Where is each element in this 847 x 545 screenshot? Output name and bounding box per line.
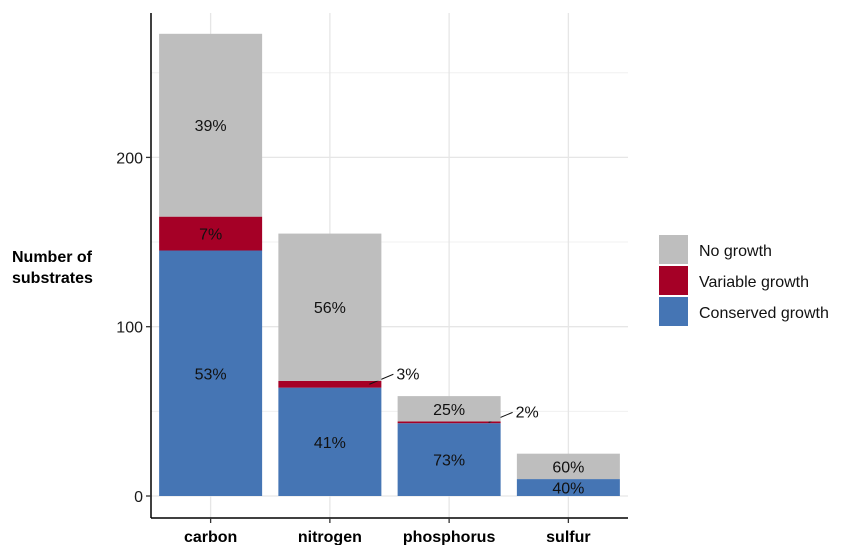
bar-phosphorus-conserved-growth [397,423,501,496]
y-axis-label-line-2: substrates [12,270,93,287]
legend-label: No growth [699,243,772,260]
data-label: 25% [433,402,465,419]
data-label: 56% [314,300,346,317]
legend-label: Conserved growth [699,305,829,322]
y-axis-label-line-1: Number of [12,249,93,266]
x-tick-label-sulfur: sulfur [546,529,590,545]
y-tick-label: 200 [116,150,143,167]
y-tick-label: 100 [116,320,143,337]
data-label: 7% [199,227,222,244]
data-label: 41% [314,435,346,452]
data-label: 40% [552,481,584,498]
legend-swatch-no-growth [659,235,688,264]
x-tick-label-nitrogen: nitrogen [298,529,362,545]
bar-carbon-variable-growth [159,216,263,251]
data-label: 39% [195,118,227,135]
y-axis-label: Number of substrates [12,249,93,287]
legend-swatch-variable-growth [659,266,688,295]
bar-nitrogen-no-growth [278,233,382,381]
bar-nitrogen-variable-growth [278,380,382,388]
data-label: 3% [396,366,419,383]
legend-swatch-conserved-growth [659,297,688,326]
bar-phosphorus-no-growth [397,396,501,422]
bars: 53% 7% 39% 41% 3% 56% 73% 2% 25% 40% 60% [159,33,620,498]
data-label: 60% [552,459,584,476]
legend-label: Variable growth [699,274,809,291]
x-tick-label-phosphorus: phosphorus [403,529,496,545]
bar-sulfur-conserved-growth [516,479,620,496]
bar-carbon-conserved-growth [159,250,263,496]
y-tick-label: 0 [134,489,143,506]
data-label: 73% [433,453,465,470]
x-tick-label-carbon: carbon [184,529,237,545]
legend: No growth Variable growth Conserved growth [659,235,829,326]
bar-carbon-no-growth [159,33,263,217]
data-label: 53% [195,366,227,383]
axes: 0 100 200 carbon nitrogen phosphorus sulfur [116,13,628,545]
bar-nitrogen-conserved-growth [278,387,382,496]
data-label: 2% [516,404,539,421]
bar-phosphorus-variable-growth [397,421,501,424]
bar-sulfur-no-growth [516,453,620,480]
